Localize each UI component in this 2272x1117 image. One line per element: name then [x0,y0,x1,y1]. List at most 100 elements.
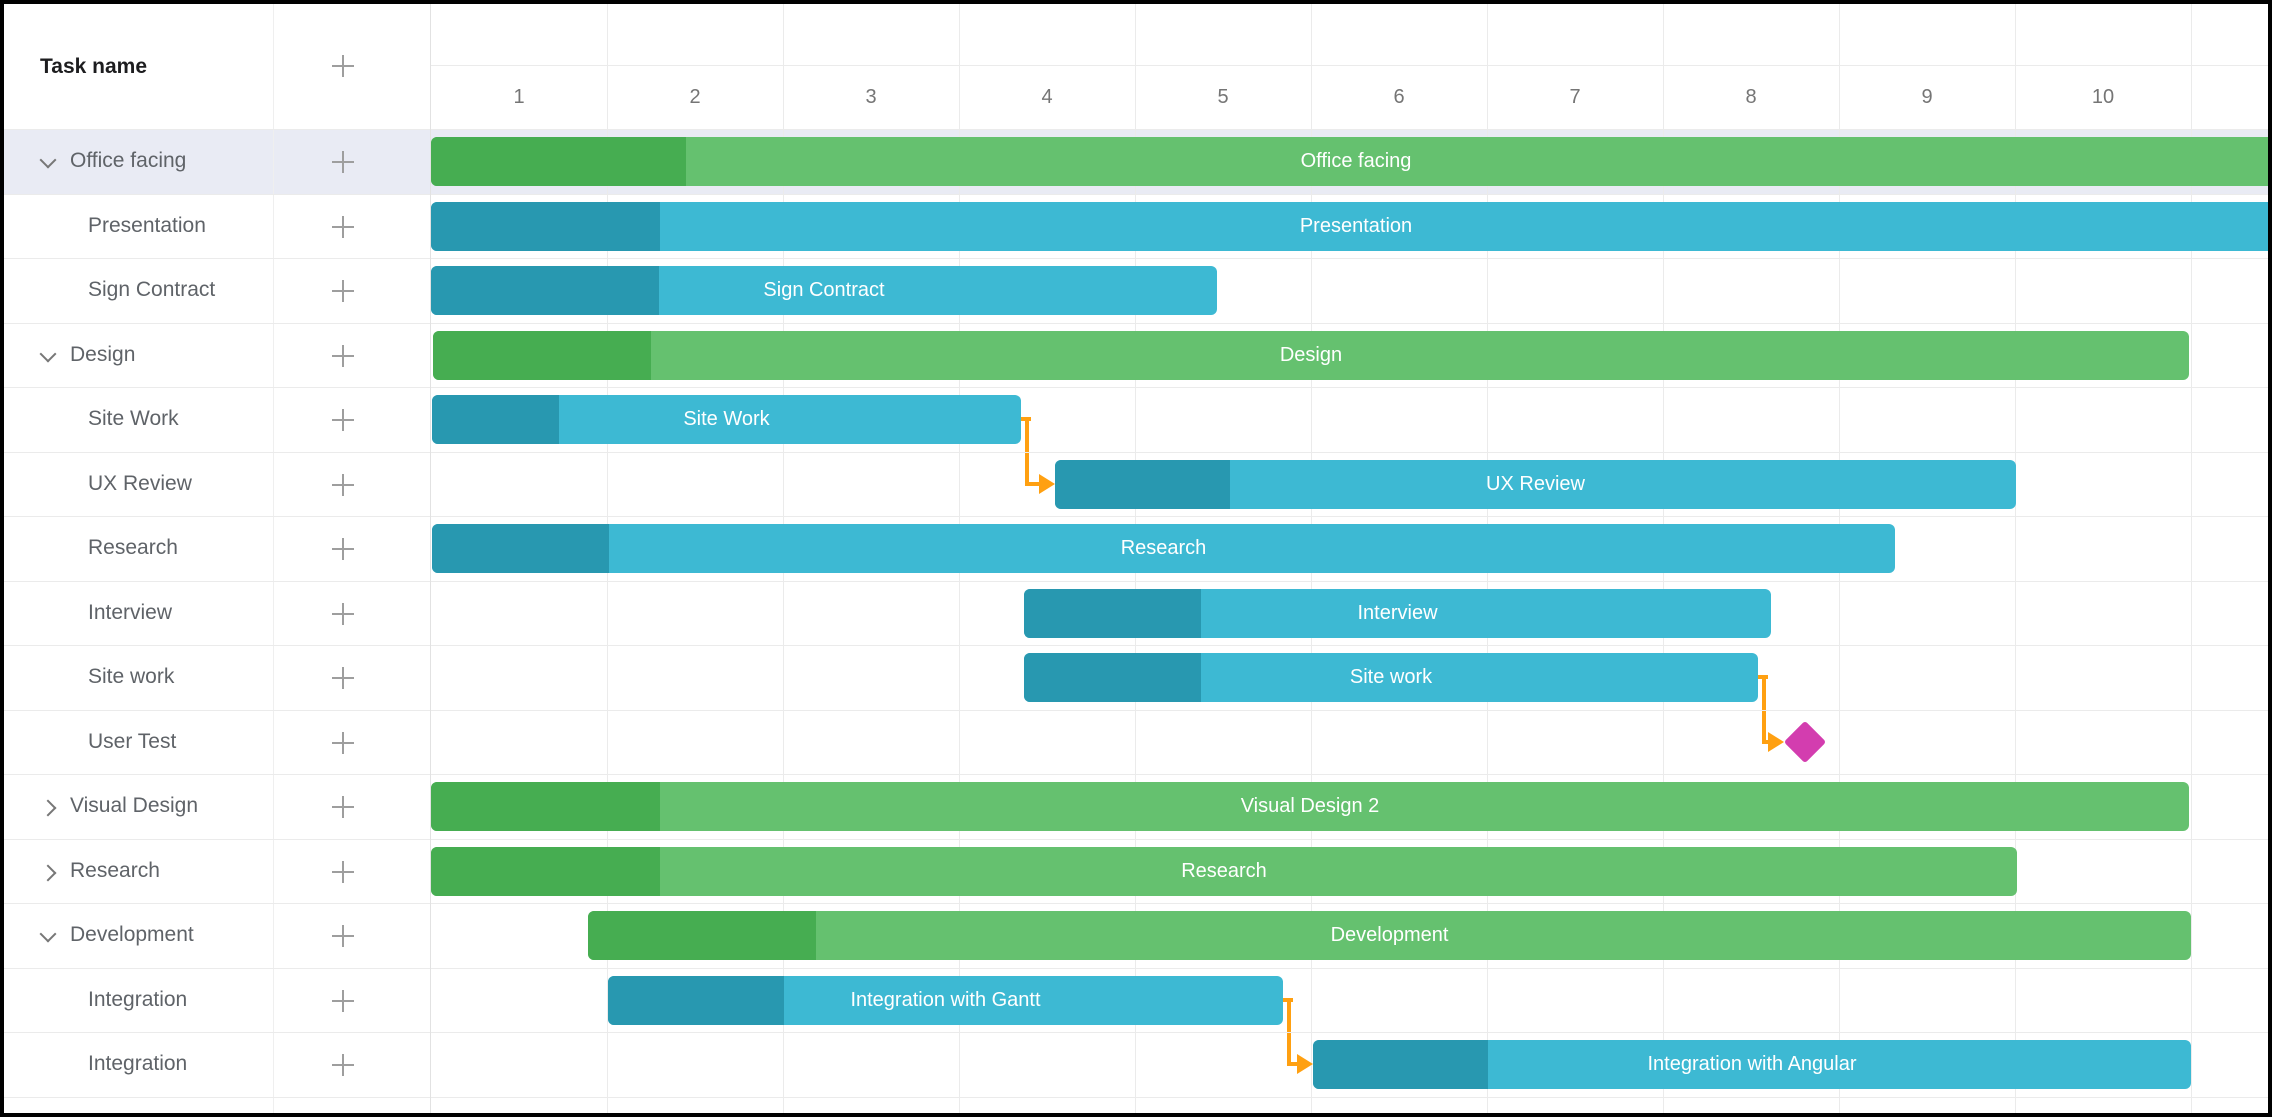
scale-tick[interactable]: 9 [1921,86,1933,108]
link-line [1287,1062,1299,1066]
grid-row-site-work[interactable]: Site work [4,645,430,710]
scale-tick[interactable]: 8 [1745,86,1757,108]
grid-row-design[interactable]: Design [4,323,430,388]
task-bar-interview[interactable]: Interview [1024,589,1771,638]
scale-tick[interactable]: 3 [865,86,877,108]
task-name-label: Integration [88,1052,188,1075]
chevron-down-icon[interactable] [39,345,57,362]
task-name-label: Integration [88,988,188,1011]
grid-header-title: Task name [40,55,147,78]
task-bar-sign-contract[interactable]: Sign Contract [431,266,1217,315]
milestone-diamond-user-test[interactable] [1783,720,1827,764]
grid-row-office-facing[interactable]: Office facing [4,129,430,194]
add-subtask-button[interactable] [332,344,354,367]
bar-label: Presentation [1299,215,1413,237]
grid-row-interview[interactable]: Interview [4,581,430,646]
scale-divider-line [431,65,2268,66]
bar-label: Site Work [683,408,770,430]
progress-fill [432,395,559,444]
chevron-down-icon[interactable] [39,925,57,942]
scale-tick[interactable]: 6 [1393,86,1405,108]
link-arrowhead-icon [1768,732,1784,752]
add-task-button[interactable] [332,55,354,77]
link-arrowhead-icon [1297,1054,1313,1074]
add-subtask-button[interactable] [332,473,354,496]
row-separator-line [4,258,2268,259]
task-name-label: UX Review [88,472,192,495]
project-bar-research[interactable]: Research [431,847,2017,896]
add-subtask-button[interactable] [332,602,354,625]
grid-row-research[interactable]: Research [4,839,430,904]
project-bar-development[interactable]: Development [588,911,2191,960]
progress-fill [432,524,609,573]
add-subtask-button[interactable] [332,1053,354,1076]
chevron-right-icon[interactable] [39,799,57,816]
grid-row-integration[interactable]: Integration [4,1032,430,1097]
grid-row-research[interactable]: Research [4,516,430,581]
row-separator-line [4,645,2268,646]
row-separator-line [4,710,2268,711]
add-subtask-button[interactable] [332,215,354,238]
row-separator-line [4,581,2268,582]
row-separator-line [4,839,2268,840]
scale-tick[interactable]: 1 [513,86,525,108]
bar-label: Site work [1349,666,1433,688]
row-separator-line [4,194,2268,195]
bar-label: Research [1120,537,1207,559]
bar-label: Sign Contract [763,279,885,301]
project-bar-visual-design-2[interactable]: Visual Design 2 [431,782,2189,831]
timeline: 1 2 3 4 5 6 7 8 9 10 Office facing Presentation Sign… [431,4,2268,1113]
grid-row-visual-design[interactable]: Visual Design [4,774,430,839]
row-separator-line [4,516,2268,517]
task-bar-presentation[interactable]: Presentation [431,202,2268,251]
scale-tick[interactable]: 2 [689,86,701,108]
add-subtask-button[interactable] [332,537,354,560]
progress-fill [1024,653,1201,702]
link-line [1025,482,1041,486]
grid-row-development[interactable]: Development [4,903,430,968]
add-subtask-button[interactable] [332,150,354,173]
project-bar-office-facing[interactable]: Office facing [431,137,2268,186]
add-subtask-button[interactable] [332,860,354,883]
add-subtask-button[interactable] [332,989,354,1012]
project-bar-design[interactable]: Design [433,331,2189,380]
grid-row-sign-contract[interactable]: Sign Contract [4,258,430,323]
grid-row-integration[interactable]: Integration [4,968,430,1033]
task-bar-site-work[interactable]: Site work [1024,653,1758,702]
add-subtask-button[interactable] [332,924,354,947]
link-line [1762,675,1766,744]
chevron-right-icon[interactable] [39,864,57,881]
task-bar-research[interactable]: Research [432,524,1895,573]
task-bar-ux-review[interactable]: UX Review [1055,460,2016,509]
grid-row-site-work[interactable]: Site Work [4,387,430,452]
progress-fill [1024,589,1201,638]
add-subtask-button[interactable] [332,408,354,431]
add-subtask-button[interactable] [332,279,354,302]
task-name-label: Research [70,859,160,882]
grid-row-user-test[interactable]: User Test [4,710,430,775]
bar-label: UX Review [1486,473,1585,495]
chevron-down-icon[interactable] [39,151,57,168]
task-bar-integration-with-gantt[interactable]: Integration with Gantt [608,976,1283,1025]
task-bar-site-work[interactable]: Site Work [432,395,1021,444]
row-separator-line [4,387,2268,388]
grid-row-ux-review[interactable]: UX Review [4,452,430,517]
progress-fill [1055,460,1230,509]
grid-timeline-divider[interactable] [430,4,431,1113]
scale-tick[interactable]: 7 [1569,86,1581,108]
scale-tick[interactable]: 5 [1217,86,1229,108]
scale-tick[interactable]: 10 [2091,86,2115,108]
task-name-label: Site work [88,665,175,688]
task-bar-integration-with-angular[interactable]: Integration with Angular [1313,1040,2191,1089]
scale-tick[interactable]: 4 [1041,86,1053,108]
progress-fill [431,202,660,251]
timeline-column-line [2015,4,2016,1113]
row-separator-line [4,452,2268,453]
add-subtask-button[interactable] [332,795,354,818]
row-separator-line [4,1097,2268,1098]
grid-row-presentation[interactable]: Presentation [4,194,430,259]
task-name-label: Research [88,536,178,559]
add-subtask-button[interactable] [332,666,354,689]
row-separator-line [4,774,2268,775]
add-subtask-button[interactable] [332,731,354,754]
